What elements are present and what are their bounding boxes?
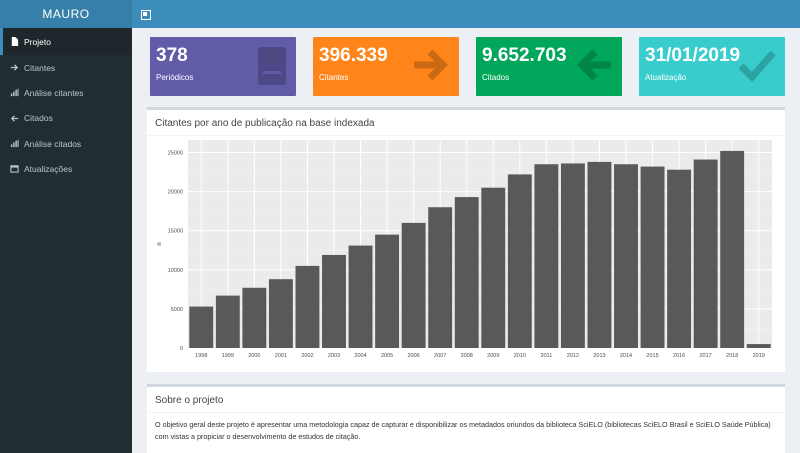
x-tick-label: 2008: [461, 353, 473, 359]
x-tick-label: 2011: [540, 353, 552, 359]
y-tick-label: 10000: [168, 268, 183, 274]
value-box-number: 31/01/2019: [645, 45, 741, 66]
x-tick-label: 1998: [195, 353, 207, 359]
bar: [481, 187, 506, 348]
bar: [428, 207, 453, 348]
sidebar-item-citados[interactable]: Citados: [0, 106, 132, 131]
x-tick-label: 2000: [248, 353, 260, 359]
bar: [189, 306, 214, 348]
y-tick-label: 25000: [168, 151, 183, 157]
bar-chart-icon: [9, 88, 19, 98]
bar: [560, 163, 585, 348]
bar: [587, 161, 612, 348]
y-tick-label: 5000: [171, 307, 183, 313]
y-axis-label: n: [157, 242, 163, 245]
arrow-right-icon: [411, 45, 451, 90]
x-tick-label: 2015: [646, 353, 658, 359]
value-box-atualizacao: 31/01/2019 Atualização: [639, 37, 785, 96]
x-tick-label: 2001: [275, 353, 287, 359]
bar: [614, 164, 638, 348]
sidebar: Projeto Citantes Análise citantes Citado…: [0, 28, 132, 453]
sidebar-item-label: Análise citados: [24, 138, 82, 149]
x-tick-label: 2003: [328, 353, 340, 359]
bar: [640, 166, 665, 348]
calendar-icon: [9, 164, 19, 174]
value-box-number: 9.652.703: [482, 45, 567, 66]
x-tick-label: 2018: [726, 353, 738, 359]
bar: [720, 150, 745, 348]
value-box-citantes: 396.339 Citantes: [313, 37, 459, 96]
x-tick-label: 2012: [567, 353, 579, 359]
chart-panel: Citantes por ano de publicação na base i…: [147, 107, 785, 372]
y-tick-label: 15000: [168, 229, 183, 235]
x-tick-label: 2007: [434, 353, 446, 359]
arrow-right-icon: [9, 63, 19, 73]
sidebar-toggle-icon[interactable]: [140, 9, 151, 20]
sidebar-item-projeto[interactable]: Projeto: [0, 28, 132, 55]
bar: [401, 222, 426, 348]
arrow-left-icon: [9, 113, 19, 123]
sidebar-item-label: Citantes: [24, 62, 56, 73]
book-icon: [256, 45, 288, 92]
value-box-label: Atualização: [645, 73, 687, 82]
about-panel-title: Sobre o projeto: [147, 387, 785, 413]
x-tick-label: 2010: [514, 353, 526, 359]
bar: [693, 159, 718, 348]
value-box-label: Citantes: [319, 73, 349, 82]
arrow-left-icon: [574, 45, 614, 90]
sidebar-item-label: Análise citantes: [24, 87, 84, 98]
bar: [295, 265, 320, 348]
sidebar-item-analise-citantes[interactable]: Análise citantes: [0, 80, 132, 105]
about-panel: Sobre o projeto O objetivo geral deste p…: [147, 384, 785, 453]
value-box-number: 396.339: [319, 45, 388, 66]
about-panel-text: O objetivo geral deste projeto é apresen…: [155, 420, 771, 441]
bar: [375, 234, 400, 348]
sidebar-item-atualizacoes[interactable]: Atualizações: [0, 156, 132, 181]
bar: [534, 164, 559, 348]
bar: [454, 197, 479, 348]
bar: [507, 174, 532, 348]
x-tick-label: 2016: [673, 353, 685, 359]
value-box-number: 378: [156, 45, 188, 66]
x-tick-label: 1999: [222, 353, 234, 359]
value-box-label: Citados: [482, 73, 510, 82]
x-tick-label: 2017: [700, 353, 712, 359]
y-tick-label: 20000: [168, 190, 183, 196]
sidebar-item-label: Atualizações: [24, 163, 73, 174]
bar: [215, 295, 240, 348]
value-box-periodicos: 378 Periódicos: [150, 37, 296, 96]
check-icon: [737, 45, 777, 90]
sidebar-item-label: Citados: [24, 113, 53, 124]
citantes-bar-chart: 0 5000 10000 15000 20000 25000 1998 1999 2000 200…: [157, 140, 772, 359]
file-icon: [9, 37, 19, 47]
bar: [746, 344, 771, 348]
top-navbar: [132, 0, 800, 28]
y-tick-label: 0: [180, 346, 183, 352]
bar-chart-icon: [9, 139, 19, 149]
sidebar-item-label: Projeto: [24, 36, 51, 47]
bar: [322, 254, 346, 348]
x-tick-label: 2009: [487, 353, 499, 359]
x-tick-label: 2002: [301, 353, 313, 359]
chart-panel-title: Citantes por ano de publicação na base i…: [147, 110, 785, 136]
sidebar-item-analise-citados[interactable]: Análise citados: [0, 131, 132, 156]
x-tick-label: 2013: [593, 353, 605, 359]
value-box-label: Periódicos: [156, 73, 194, 82]
bar: [242, 287, 267, 348]
x-tick-label: 2014: [620, 353, 632, 359]
x-tick-label: 2005: [381, 353, 393, 359]
value-box-citados: 9.652.703 Citados: [476, 37, 622, 96]
x-tick-label: 2004: [354, 353, 366, 359]
x-tick-label: 2006: [408, 353, 420, 359]
bar: [348, 245, 373, 348]
brand-logo[interactable]: MAURO: [0, 0, 132, 28]
bar: [268, 279, 293, 348]
x-tick-label: 2019: [753, 353, 765, 359]
sidebar-item-citantes[interactable]: Citantes: [0, 55, 132, 80]
bar: [667, 169, 692, 348]
